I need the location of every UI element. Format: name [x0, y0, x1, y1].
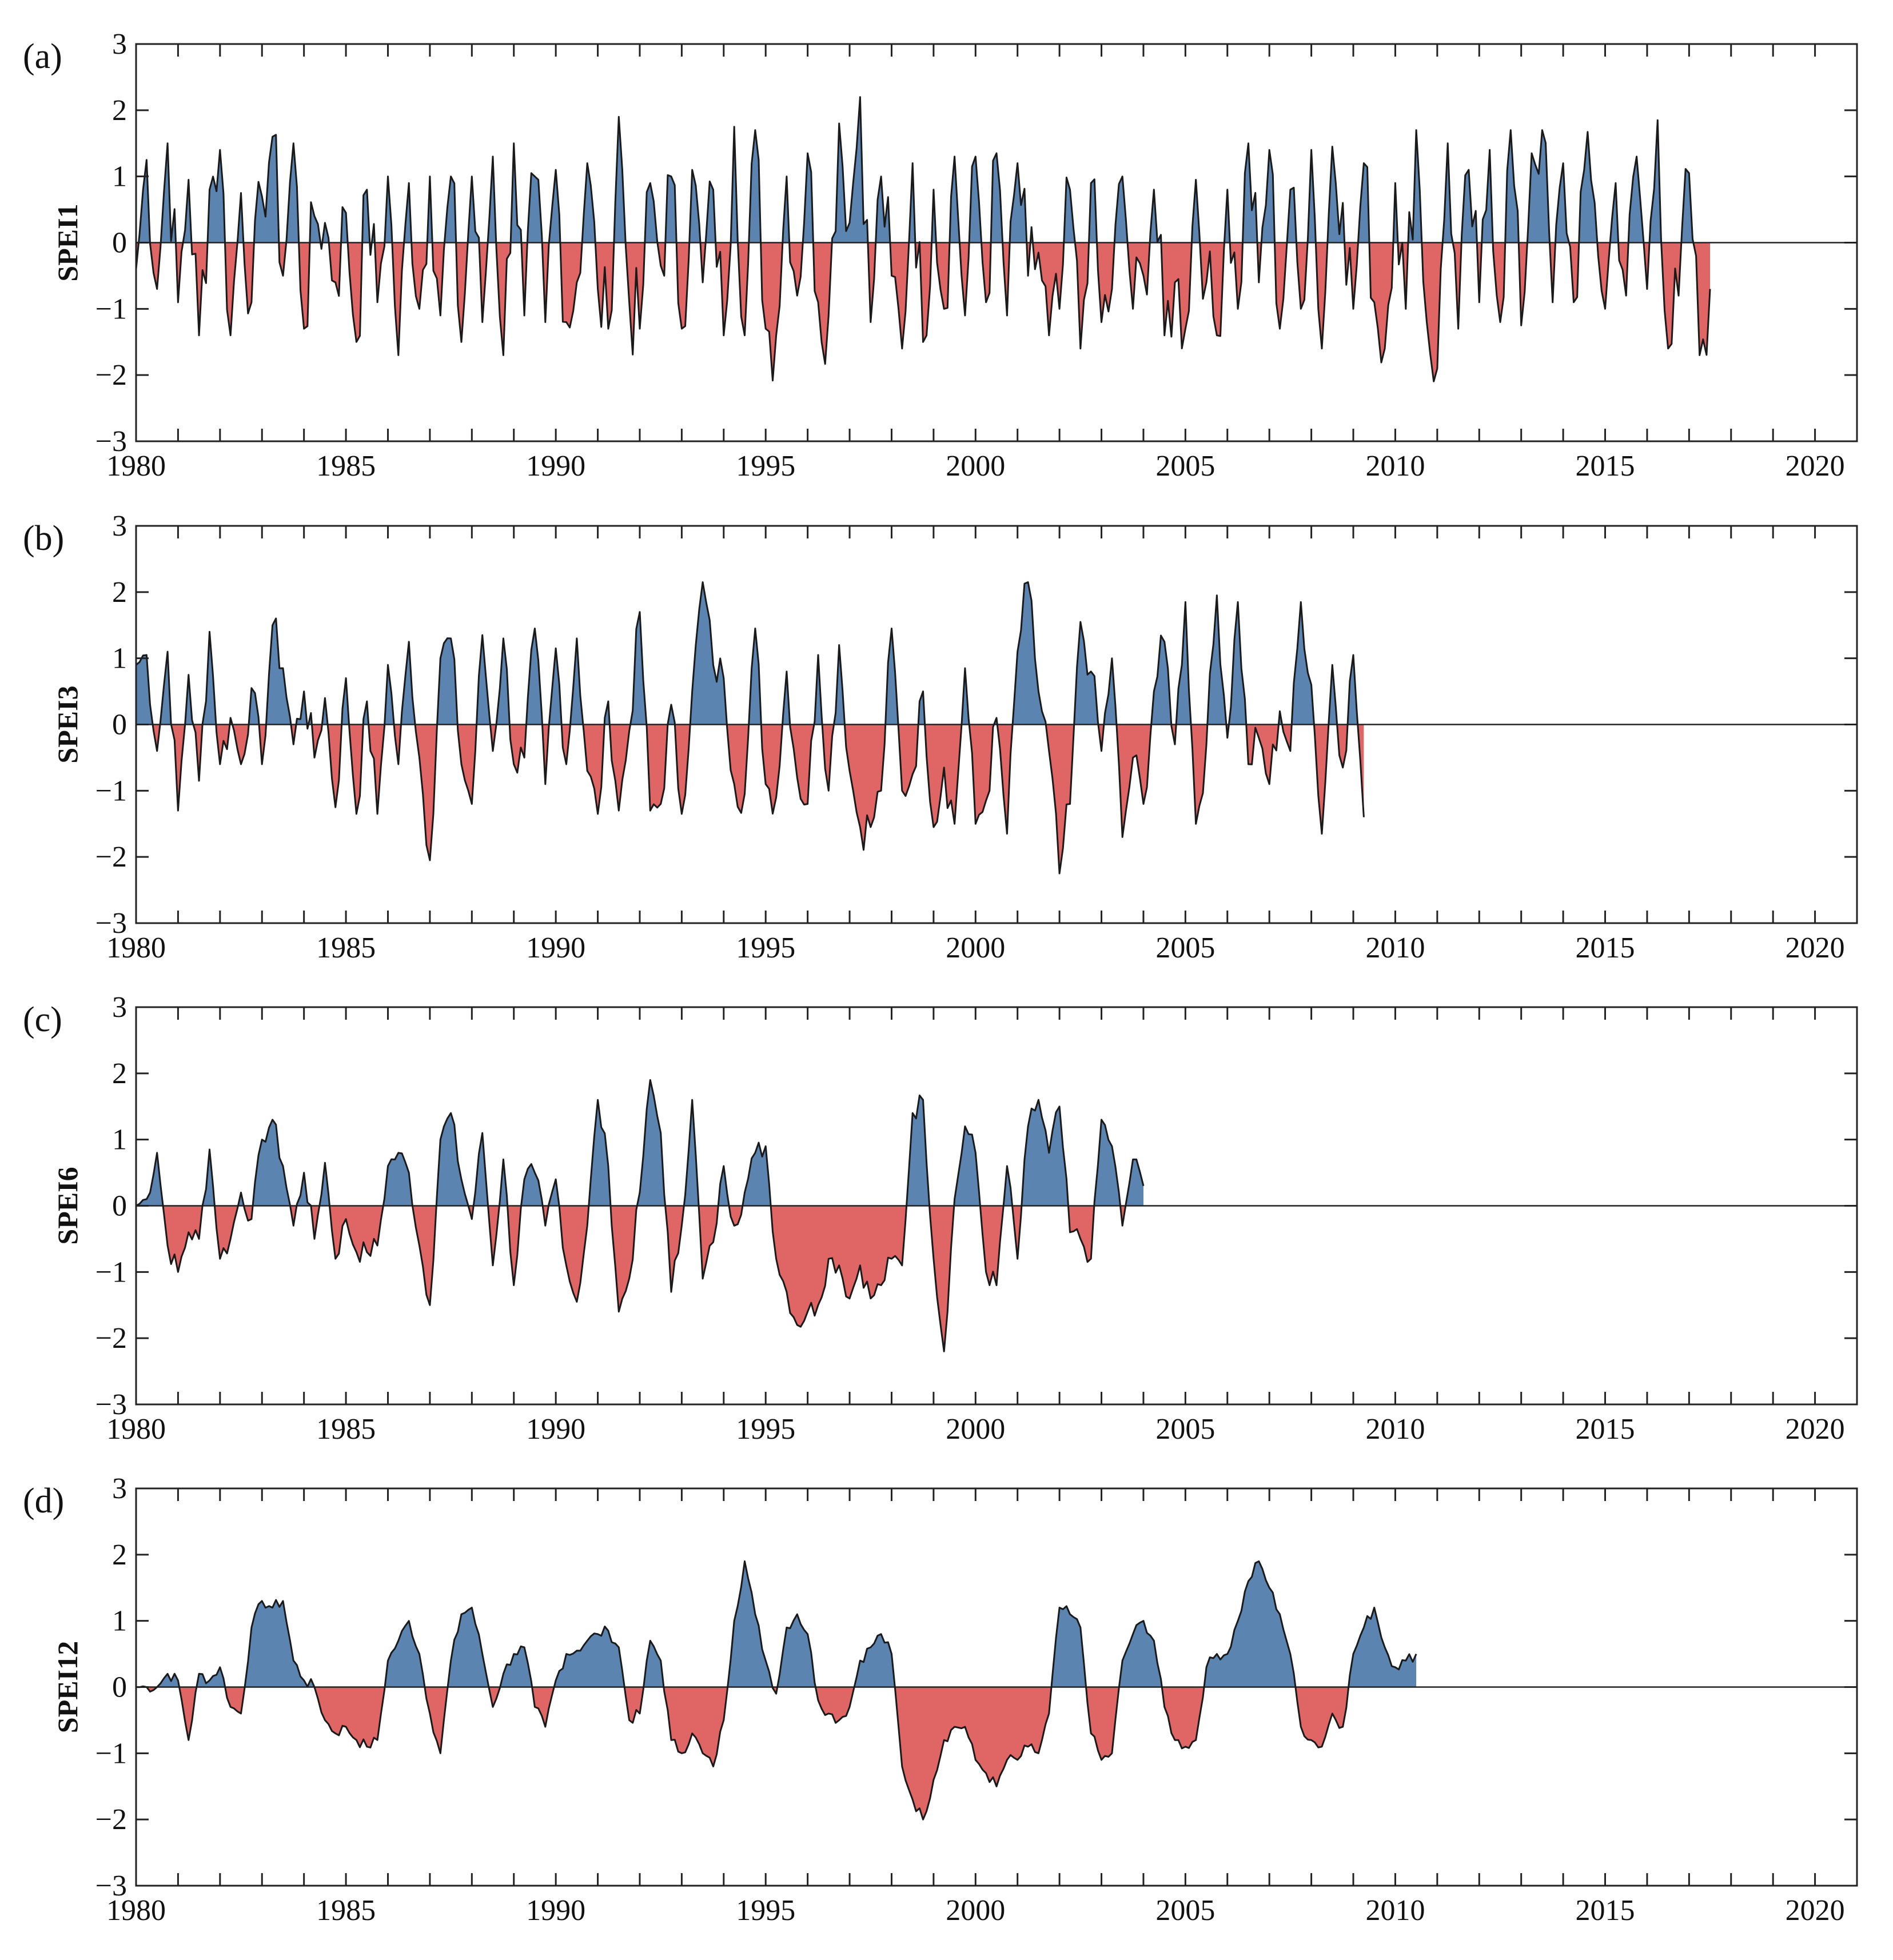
x-tick-label: 2020 — [1786, 1413, 1845, 1446]
x-tick-label: 2005 — [1155, 1413, 1215, 1446]
y-tick-label: −1 — [95, 775, 127, 807]
x-tick-label: 1985 — [316, 1894, 376, 1927]
y-tick-label: 3 — [112, 510, 127, 542]
y-tick-label: −3 — [95, 1870, 127, 1902]
x-tick-label: 1995 — [736, 1894, 795, 1927]
y-tick-label: 1 — [112, 642, 127, 675]
y-tick-label: 0 — [112, 709, 127, 741]
x-tick-label: 2000 — [946, 1413, 1005, 1446]
panel-spei1: 1980 1985 1990 1995 2000 2005 2010 2015 2020 3 2 1 0… — [23, 28, 1858, 482]
x-tick-label: 2015 — [1576, 1413, 1635, 1446]
x-tick-label: 2020 — [1786, 932, 1845, 964]
y-tick-label: −2 — [95, 1803, 127, 1836]
y-tick-label: 1 — [112, 1124, 127, 1156]
x-tick-label: 1995 — [736, 1413, 795, 1446]
y-tick-label: −3 — [95, 425, 127, 458]
x-tick-label: 2015 — [1576, 1894, 1635, 1927]
y-tick-label: 1 — [112, 161, 127, 193]
x-tick-label: 1985 — [316, 932, 376, 964]
x-tick-label: 2005 — [1155, 1894, 1215, 1927]
y-tick-label: 3 — [112, 991, 127, 1024]
x-tick-label: 1990 — [526, 1894, 585, 1927]
y-tick-label: 0 — [112, 1190, 127, 1223]
y-tick-label: −3 — [95, 1388, 127, 1421]
panel-label: (c) — [23, 1000, 62, 1039]
y-tick-label: −2 — [95, 359, 127, 392]
y-tick-label: −1 — [95, 293, 127, 325]
x-tick-label: 1980 — [106, 932, 166, 964]
y-tick-label: 1 — [112, 1605, 127, 1638]
panel-spei12: 1980 1985 1990 1995 2000 2005 2010 2015 2020 3 2 1 0… — [23, 1472, 1858, 1927]
negative-area — [136, 1205, 1143, 1352]
negative-area — [136, 724, 1364, 874]
y-axis-label: SPEI3 — [51, 685, 83, 763]
series-line — [136, 1079, 1145, 1352]
y-tick-label: 2 — [112, 94, 127, 127]
y-tick-label: 3 — [112, 28, 127, 61]
y-tick-label: −2 — [95, 1322, 127, 1355]
y-axis-label: SPEI12 — [51, 1641, 83, 1733]
x-tick-label: 2000 — [946, 1894, 1005, 1927]
x-tick-label: 1995 — [736, 450, 795, 482]
x-tick-label: 2015 — [1576, 932, 1635, 964]
positive-area — [136, 1561, 1417, 1687]
panel-label: (d) — [23, 1482, 64, 1520]
x-tick-label: 1980 — [106, 1894, 166, 1927]
y-tick-label: 2 — [112, 1057, 127, 1090]
y-tick-label: 2 — [112, 1539, 127, 1571]
y-tick-label: 3 — [112, 1472, 127, 1505]
panel-spei3: 1980 1985 1990 1995 2000 2005 2010 2015 2020 3 2 1 0… — [23, 510, 1858, 964]
x-tick-label: 1990 — [526, 1413, 585, 1446]
x-tick-label: 2000 — [946, 932, 1005, 964]
x-tick-label: 2010 — [1365, 450, 1425, 482]
panel-label: (a) — [23, 37, 62, 76]
y-tick-label: −2 — [95, 841, 127, 873]
x-tick-label: 2010 — [1365, 1894, 1425, 1927]
x-tick-label: 2005 — [1155, 450, 1215, 482]
x-tick-label: 1990 — [526, 450, 585, 482]
panel-label: (b) — [23, 519, 64, 558]
x-tick-label: 2010 — [1365, 1413, 1425, 1446]
y-tick-label: −1 — [95, 1737, 127, 1770]
x-tick-label: 1995 — [736, 932, 795, 964]
y-tick-label: 0 — [112, 1671, 127, 1704]
y-axis-label: SPEI1 — [51, 203, 83, 281]
x-tick-label: 2000 — [946, 450, 1005, 482]
y-tick-label: −1 — [95, 1256, 127, 1288]
x-tick-label: 1980 — [106, 450, 166, 482]
y-tick-label: 0 — [112, 227, 127, 260]
x-tick-label: 2020 — [1786, 450, 1845, 482]
x-tick-label: 1985 — [316, 450, 376, 482]
x-tick-label: 2010 — [1365, 932, 1425, 964]
positive-area — [136, 1080, 1143, 1206]
series-line — [136, 1560, 1417, 1821]
panel-spei6: 1980 1985 1990 1995 2000 2005 2010 2015 2020 3 2 1 0… — [23, 991, 1858, 1446]
x-tick-label: 1980 — [106, 1413, 166, 1446]
negative-area — [136, 242, 1710, 382]
positive-area — [136, 582, 1364, 725]
series-line — [136, 96, 1711, 382]
x-tick-label: 2020 — [1786, 1894, 1845, 1927]
x-tick-label: 2015 — [1576, 450, 1635, 482]
x-tick-label: 2005 — [1155, 932, 1215, 964]
negative-area — [136, 1687, 1417, 1820]
series-line — [136, 581, 1365, 875]
y-tick-label: 2 — [112, 576, 127, 609]
x-tick-label: 1990 — [526, 932, 585, 964]
y-axis-label: SPEI6 — [51, 1167, 83, 1244]
y-tick-label: −3 — [95, 907, 127, 940]
x-tick-label: 1985 — [316, 1413, 376, 1446]
